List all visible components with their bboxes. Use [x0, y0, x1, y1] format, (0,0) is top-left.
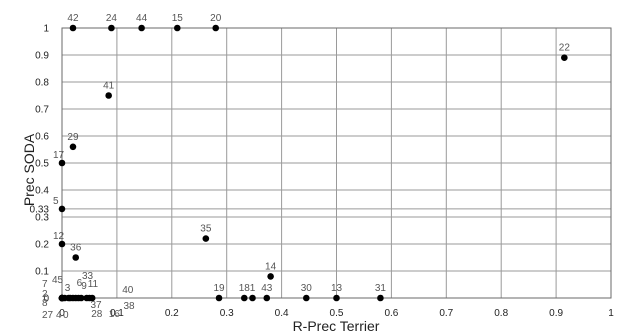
y-tick-label: 0.6 [35, 132, 49, 143]
tick-labels: 0 0.1 0.2 0.3 0.4 0.5 0.6 0.7 0.8 0.9 100.10.20.30… [30, 24, 615, 320]
point-label: 16 [109, 309, 121, 320]
point-label: 8 [42, 298, 48, 309]
data-point [58, 205, 66, 213]
y-tick-label: 0 [43, 294, 49, 305]
x-tick-label: 0 [59, 308, 65, 319]
point-label: 18 [239, 283, 251, 294]
point-label: 13 [331, 283, 343, 294]
x-tick-label: 0.8 [494, 308, 508, 319]
point-label: 22 [559, 43, 571, 54]
data-point [72, 254, 80, 261]
point-label: 3 [65, 283, 71, 294]
data-point [202, 235, 210, 242]
y-tick-label: 0.3 [35, 213, 49, 224]
x-tick-label: 0.7 [439, 308, 453, 319]
y-tick-label: 0.4 [35, 186, 49, 197]
data-point [215, 294, 223, 302]
point-label: 6 [77, 278, 83, 289]
data-point [263, 294, 271, 302]
grid [61, 27, 612, 299]
point-label: 29 [67, 132, 79, 143]
data-point [249, 294, 256, 302]
data-point [108, 24, 115, 32]
point-label: 17 [53, 150, 65, 161]
x-tick-label: 0.9 [549, 308, 563, 319]
point-label: 37 [90, 300, 102, 311]
point-label: 1 [250, 283, 256, 294]
point-label: 7 [42, 279, 48, 290]
y-tick-label: 0.9 [35, 51, 49, 62]
data-point [58, 240, 66, 248]
x-tick-label: 0.1 [110, 308, 124, 319]
y-tick-label: 1 [43, 24, 49, 35]
point-label: 9 [81, 281, 87, 292]
point-label: 35 [200, 224, 212, 235]
point-label: 44 [136, 13, 148, 24]
data-points [58, 24, 568, 302]
point-label: 31 [375, 283, 387, 294]
y-tick-label: 0.2 [35, 240, 49, 251]
point-label: 24 [106, 13, 118, 24]
point-label: 36 [70, 243, 82, 254]
point-label: 11 [88, 279, 99, 290]
data-point [69, 24, 77, 32]
point-label: 2 [42, 289, 48, 300]
point-label: 38 [123, 301, 135, 312]
point-label: 43 [261, 283, 273, 294]
y-tick-label: 0.8 [35, 78, 49, 89]
point-label: 15 [172, 13, 184, 24]
data-point [561, 54, 568, 61]
point-label: 20 [210, 13, 222, 24]
data-point [72, 294, 80, 302]
data-point [83, 294, 91, 302]
data-point [69, 143, 77, 151]
y-tick-label: 0.5 [35, 159, 49, 170]
x-tick-label: 0.4 [275, 308, 289, 319]
data-point [138, 24, 145, 32]
data-point [303, 294, 310, 302]
point-label: 4 [56, 310, 62, 321]
point-label: 19 [213, 283, 225, 294]
x-tick-label: 1 [608, 308, 614, 319]
x-tick-label: 0.5 [330, 308, 344, 319]
data-point [377, 294, 384, 302]
point-label: 45 [52, 275, 64, 286]
data-point [58, 294, 66, 302]
y-tick-label: 0.7 [35, 105, 49, 116]
data-point [333, 294, 340, 302]
y-tick-label: 0.1 [35, 267, 49, 278]
point-label: 5 [53, 196, 59, 207]
point-label: 28 [91, 309, 103, 320]
point-label: 27 [42, 310, 54, 321]
x-tick-label: 0.2 [165, 308, 179, 319]
data-point [58, 159, 66, 167]
point-label: 0 [63, 310, 69, 321]
data-point [212, 24, 220, 32]
point-label: 42 [67, 13, 79, 24]
point-label: 40 [122, 285, 134, 296]
data-point [240, 294, 248, 302]
data-point [267, 273, 274, 280]
point-label: 41 [103, 81, 115, 92]
point-label: 33 [82, 271, 94, 282]
y-tick-label: 0.33 [30, 204, 50, 215]
point-label: 12 [53, 231, 65, 242]
x-axis-title: R-Prec Terrier [293, 318, 380, 334]
point-label: 30 [301, 283, 313, 294]
y-axis-title: Prec SODA [21, 133, 37, 206]
data-point [173, 24, 181, 32]
data-point [105, 92, 112, 99]
point-label: 14 [265, 261, 277, 272]
x-tick-label: 0.3 [220, 308, 234, 319]
x-tick-label: 0.6 [384, 308, 398, 319]
